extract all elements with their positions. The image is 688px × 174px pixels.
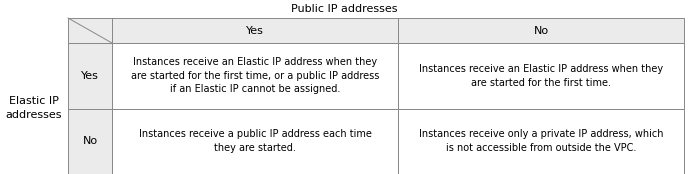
Text: Instances receive only a private IP address, which
is not accessible from outsid: Instances receive only a private IP addr… (419, 129, 663, 153)
Text: Public IP addresses: Public IP addresses (291, 4, 397, 14)
Bar (398, 109, 684, 174)
Bar (398, 18, 684, 43)
Bar (68, 18, 112, 43)
Bar (112, 43, 398, 109)
Text: Instances receive a public IP address each time
they are started.: Instances receive a public IP address ea… (138, 129, 372, 153)
Bar (68, 43, 112, 109)
Bar (112, 18, 398, 43)
Bar (68, 109, 112, 174)
Bar (398, 43, 684, 109)
Text: Instances receive an Elastic IP address when they
are started for the first time: Instances receive an Elastic IP address … (419, 64, 663, 88)
Text: No: No (83, 136, 98, 146)
Text: Instances receive an Elastic IP address when they
are started for the first time: Instances receive an Elastic IP address … (131, 57, 379, 94)
Text: Yes: Yes (246, 26, 264, 35)
Text: Yes: Yes (81, 71, 99, 81)
Text: No: No (533, 26, 548, 35)
Text: Elastic IP
addresses: Elastic IP addresses (6, 97, 62, 121)
Bar (112, 109, 398, 174)
